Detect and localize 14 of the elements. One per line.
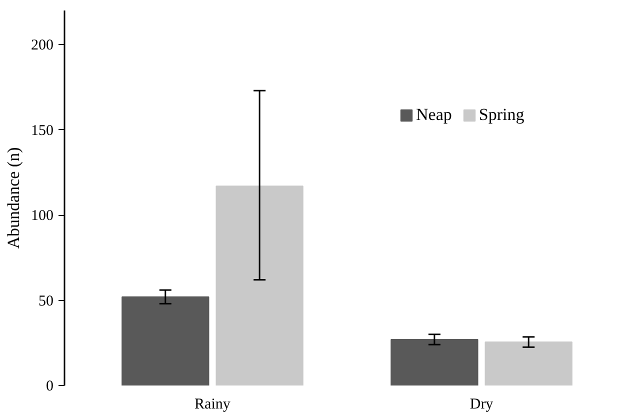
x-tick-label: Dry: [470, 396, 494, 412]
y-tick-label: 200: [31, 38, 54, 54]
bar: [390, 338, 478, 386]
x-tick-label: Rainy: [194, 396, 231, 412]
legend-label: Spring: [478, 105, 524, 125]
bar: [122, 296, 210, 386]
y-tick-label: 0: [46, 378, 54, 394]
y-axis-title: Abundance (n): [4, 147, 23, 249]
bar: [484, 342, 572, 386]
y-tick-label: 50: [38, 293, 54, 310]
y-tick-label: 150: [31, 122, 54, 139]
bar: [216, 186, 304, 386]
y-tick-label: 100: [31, 208, 54, 224]
legend-label: Neap: [416, 105, 452, 125]
